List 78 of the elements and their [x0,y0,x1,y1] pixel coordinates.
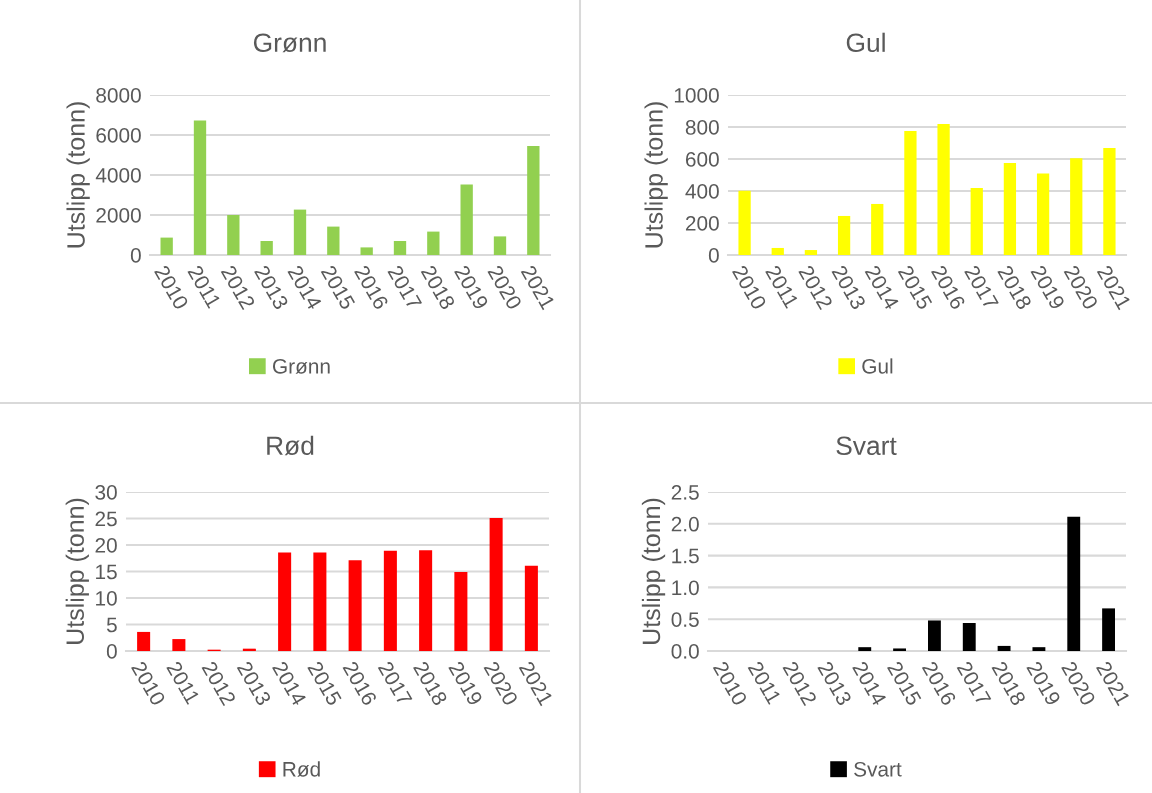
legend-label: Svart [854,761,902,777]
bar [858,647,872,651]
bar [893,648,907,651]
bar [383,550,397,651]
bar [454,572,468,651]
y-tick-label: 8000 [96,88,141,103]
y-tick-label: 0 [708,248,719,263]
bar [460,184,473,255]
y-tick-label: 30 [95,485,117,500]
y-tick-label: 2000 [96,208,141,223]
y-tick-label: 0.0 [671,644,699,659]
bar [804,250,818,255]
y-tick-label: 0 [106,644,117,659]
bar [260,241,273,255]
bar [1070,158,1083,255]
y-tick-label: 1.0 [672,580,699,596]
y-tick-label: 4000 [95,168,141,183]
bar [227,215,240,255]
y-tick-label: 5 [106,617,117,633]
bar [160,237,173,255]
legend-label: Gul [862,358,893,374]
chart-title: Svart [836,436,897,456]
bar [771,247,784,255]
y-axis-title: Utslipp (tonn) [66,102,90,248]
chart-title: Rød [267,435,314,456]
bar [997,645,1011,651]
bar [871,203,884,255]
bar [193,120,207,255]
y-tick-label: 200 [685,216,719,231]
y-axis-title: Utslipp (tonn) [641,498,666,644]
legend-label: Rød [283,761,320,777]
bar [527,146,540,255]
bar [493,236,507,255]
bar [313,552,327,651]
bar [738,190,751,255]
y-tick-label: 20 [95,538,117,553]
bar [1036,173,1050,255]
y-axis-title: Utslipp (tonn) [65,498,89,644]
bar [419,550,433,651]
chart-title: Grønn [253,33,326,53]
y-tick-label: 15 [96,564,117,580]
bar [348,560,362,651]
y-tick-label: 0 [130,248,141,263]
y-tick-label: 2.0 [671,516,699,532]
bar [137,631,151,651]
y-tick-label: 400 [685,184,719,199]
bar [962,623,976,651]
bar [427,231,440,255]
bar [524,565,538,651]
y-tick-label: 2.5 [671,485,699,500]
y-axis-title: Utslipp (tonn) [644,102,668,248]
y-tick-label: 600 [685,152,719,167]
bar [1032,647,1046,651]
bar [970,187,983,255]
bar [1102,608,1116,651]
legend-label: Grønn [272,358,330,374]
bar [489,517,503,651]
bar [837,215,851,255]
y-tick-label: 0.5 [671,612,699,627]
chart-title: Gul [846,32,885,53]
y-tick-label: 6000 [96,128,141,143]
bar [278,552,292,651]
y-tick-label: 1.5 [672,548,699,564]
bar [1067,516,1081,651]
bar [327,226,340,255]
bar [360,247,373,255]
bar [172,639,186,651]
y-tick-label: 10 [96,591,117,606]
bar [393,241,407,255]
bar [1103,147,1116,255]
bar [927,620,941,651]
bar [1003,163,1017,255]
y-tick-label: 800 [685,120,719,135]
y-tick-label: 25 [95,511,117,527]
bar [937,123,950,255]
y-tick-label: 1000 [674,88,719,103]
bar [293,209,307,255]
bar [904,131,917,255]
